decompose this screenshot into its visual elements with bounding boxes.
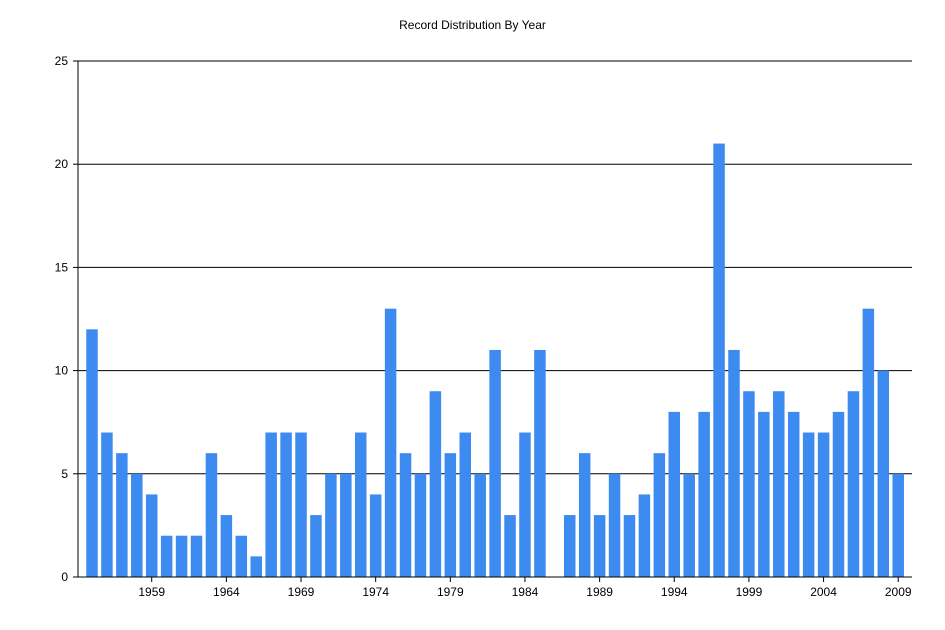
x-tick-label: 1979 (437, 585, 464, 599)
bar (578, 453, 591, 577)
bar (474, 473, 486, 577)
y-tick-label: 15 (55, 260, 69, 274)
bar (429, 391, 442, 577)
bar (86, 329, 98, 577)
bar (444, 453, 457, 577)
bar (623, 515, 636, 577)
bar (340, 473, 352, 577)
x-tick-label: 2009 (885, 585, 912, 599)
bar (369, 494, 382, 577)
bar (862, 308, 875, 577)
bar (638, 494, 651, 577)
bar (175, 535, 188, 577)
y-tick-label: 0 (61, 570, 68, 584)
bar (728, 349, 740, 577)
x-tick-label: 1974 (362, 585, 389, 599)
bar (131, 473, 143, 577)
bar (593, 515, 606, 577)
bar (653, 453, 666, 577)
bar (399, 453, 412, 577)
bar (877, 370, 890, 577)
bar (489, 349, 501, 577)
bar (773, 391, 785, 577)
bar (668, 411, 681, 577)
y-tick-label: 20 (55, 157, 69, 171)
bar (817, 432, 830, 577)
chart-title: Record Distribution By Year (399, 18, 546, 32)
x-tick-label: 1999 (736, 585, 763, 599)
bar (325, 473, 337, 577)
x-tick-label: 2004 (810, 585, 837, 599)
bar (787, 411, 800, 577)
bar (384, 308, 397, 577)
bars (86, 143, 904, 577)
bar (713, 143, 725, 577)
bar (354, 432, 367, 577)
bar (534, 349, 546, 577)
bar (892, 473, 904, 577)
bar (519, 432, 531, 577)
x-tick-label: 1969 (288, 585, 315, 599)
bar (608, 473, 621, 577)
bar (280, 432, 292, 577)
bar (310, 515, 322, 577)
y-tick-labels: 0 5 10 15 20 25 (55, 54, 69, 584)
bar (295, 432, 307, 577)
bar (414, 473, 427, 577)
axes (73, 60, 912, 582)
x-tick-label: 1959 (138, 585, 165, 599)
y-tick-label: 10 (55, 364, 69, 378)
bar (190, 535, 203, 577)
x-tick-label: 1964 (213, 585, 240, 599)
bar (459, 432, 471, 577)
y-tick-label: 25 (55, 54, 69, 68)
bar (265, 432, 277, 577)
bar (160, 535, 173, 577)
bar (564, 515, 576, 577)
x-tick-label: 1994 (661, 585, 688, 599)
bar (116, 453, 128, 577)
bar (504, 515, 516, 577)
y-tick-label: 5 (61, 467, 68, 481)
x-tick-label: 1989 (586, 585, 613, 599)
bar (145, 494, 158, 577)
bar (847, 391, 860, 577)
bar (250, 556, 262, 577)
bar (698, 411, 710, 577)
bar (235, 535, 248, 577)
bar (101, 432, 113, 577)
x-tick-labels: 1959 1964 1969 1974 1979 1984 1989 1994 1999 2004… (138, 585, 912, 599)
bar (205, 453, 218, 577)
bar (683, 473, 695, 577)
bar (220, 515, 233, 577)
bar (743, 391, 755, 577)
bar (832, 411, 845, 577)
x-tick-label: 1984 (512, 585, 539, 599)
bar (758, 411, 770, 577)
bar (802, 432, 815, 577)
